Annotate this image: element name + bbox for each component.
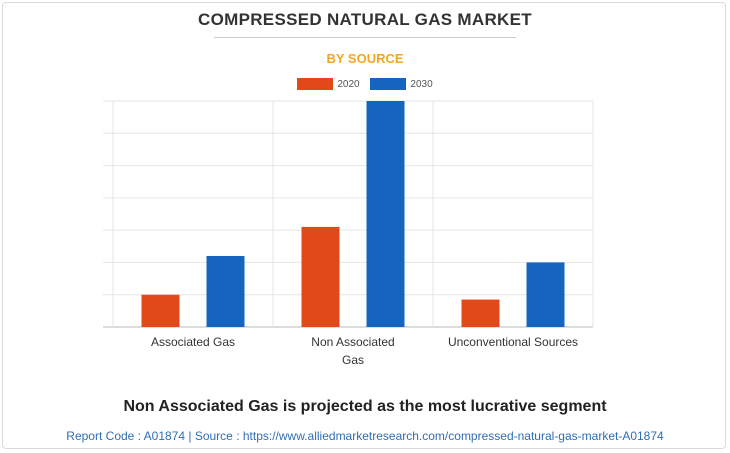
chart-card <box>2 2 726 449</box>
legend: 2020 2030 <box>0 78 730 93</box>
bar-2020-non-associated-gas <box>301 226 340 327</box>
key-finding: Non Associated Gas is projected as the m… <box>123 398 607 415</box>
chart-subtitle: BY SOURCE <box>326 51 404 66</box>
bar-chart: Associated Gas Non Associated Gas Unconvent… <box>103 100 594 367</box>
source-footer[interactable]: Report Code : A01874 | Source : https://… <box>66 429 664 443</box>
chart-title: COMPRESSED NATURAL GAS MARKET <box>198 10 532 29</box>
title-divider <box>214 37 516 38</box>
bar-2020-unconventional-sources <box>461 299 500 327</box>
legend-swatch-2030 <box>370 78 407 90</box>
bar-2030-associated-gas <box>206 255 245 327</box>
legend-item-2020[interactable]: 2020 <box>297 78 360 90</box>
x-tick-label-unconventional-sources: Unconventional Sources <box>448 335 578 349</box>
bar-2020-associated-gas <box>141 294 180 327</box>
x-tick-label-associated-gas: Associated Gas <box>151 335 235 349</box>
bar-2030-unconventional-sources <box>526 262 565 327</box>
bar-2030-non-associated-gas <box>366 101 405 327</box>
legend-swatch-2020 <box>297 78 334 90</box>
legend-label-2030: 2030 <box>410 78 433 90</box>
legend-item-2030[interactable]: 2030 <box>370 78 433 90</box>
legend-label-2020: 2020 <box>337 78 360 90</box>
x-tick-label-non-associated-gas: Non Associated Gas <box>311 335 394 367</box>
